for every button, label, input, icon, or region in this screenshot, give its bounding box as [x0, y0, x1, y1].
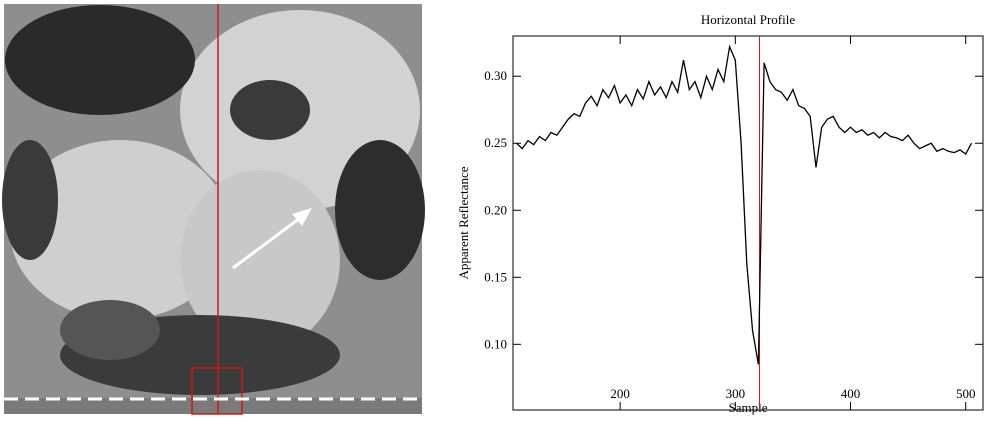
y-tick-label: 0.10 — [484, 336, 507, 351]
image-panel — [2, 4, 425, 415]
dark-region — [2, 140, 58, 260]
image-bottom — [4, 398, 422, 414]
x-tick-label: 200 — [610, 386, 630, 401]
x-tick-label: 400 — [841, 386, 861, 401]
dark-region — [60, 300, 160, 360]
arrow-head — [292, 208, 312, 226]
x-axis-label: Sample — [729, 400, 768, 415]
arrow-shaft — [232, 216, 301, 270]
y-tick-label: 0.15 — [484, 269, 507, 284]
dark-region — [335, 140, 425, 280]
y-tick-label: 0.25 — [484, 135, 507, 150]
zoom-box — [191, 367, 243, 415]
x-tick-label: 500 — [956, 386, 976, 401]
y-tick-label: 0.20 — [484, 202, 507, 217]
y-tick-label: 0.30 — [484, 68, 507, 83]
dark-region — [230, 80, 310, 140]
profile-chart: Horizontal Profile Sample Apparent Refle… — [456, 12, 984, 415]
plot-frame — [512, 35, 984, 411]
dark-region — [5, 5, 195, 115]
bright-region — [10, 140, 230, 320]
y-axis-label: Apparent Reflectance — [456, 166, 471, 279]
x-tick-label: 300 — [726, 386, 746, 401]
profile-line — [516, 44, 973, 365]
chart-title: Horizontal Profile — [701, 12, 795, 27]
